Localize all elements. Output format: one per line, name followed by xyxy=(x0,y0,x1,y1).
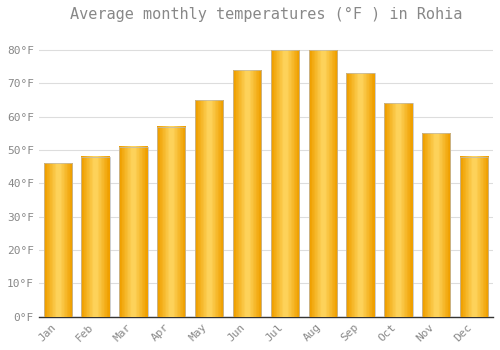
Title: Average monthly temperatures (°F ) in Rohia: Average monthly temperatures (°F ) in Ro… xyxy=(70,7,462,22)
Bar xyxy=(119,147,148,317)
Bar xyxy=(82,157,110,317)
Bar xyxy=(233,70,261,317)
Bar xyxy=(422,133,450,317)
Bar xyxy=(460,157,488,317)
Bar xyxy=(384,103,412,317)
Bar xyxy=(157,127,186,317)
Bar xyxy=(308,50,337,317)
Bar xyxy=(195,100,224,317)
Bar xyxy=(346,74,375,317)
Bar xyxy=(44,163,72,317)
Bar xyxy=(270,50,299,317)
